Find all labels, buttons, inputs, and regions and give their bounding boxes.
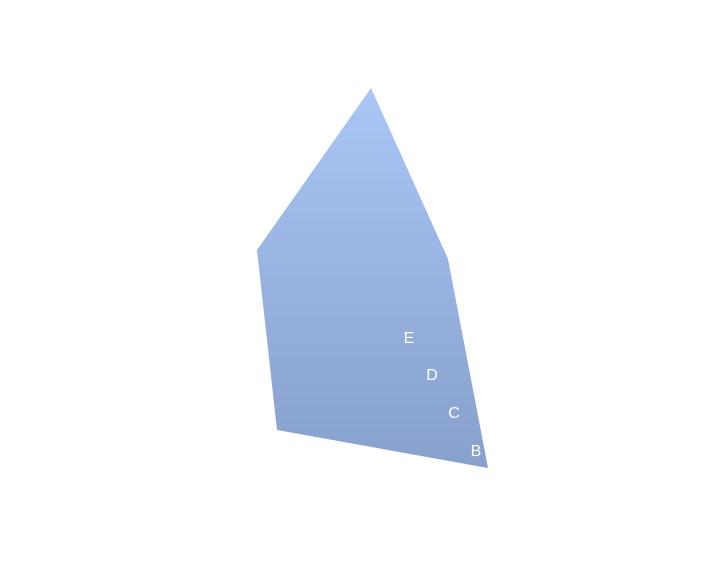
label-e: E [404,330,415,347]
label-c: C [448,405,460,422]
label-b: B [471,443,482,460]
polygon-shape [257,88,488,468]
label-d: D [426,367,438,384]
